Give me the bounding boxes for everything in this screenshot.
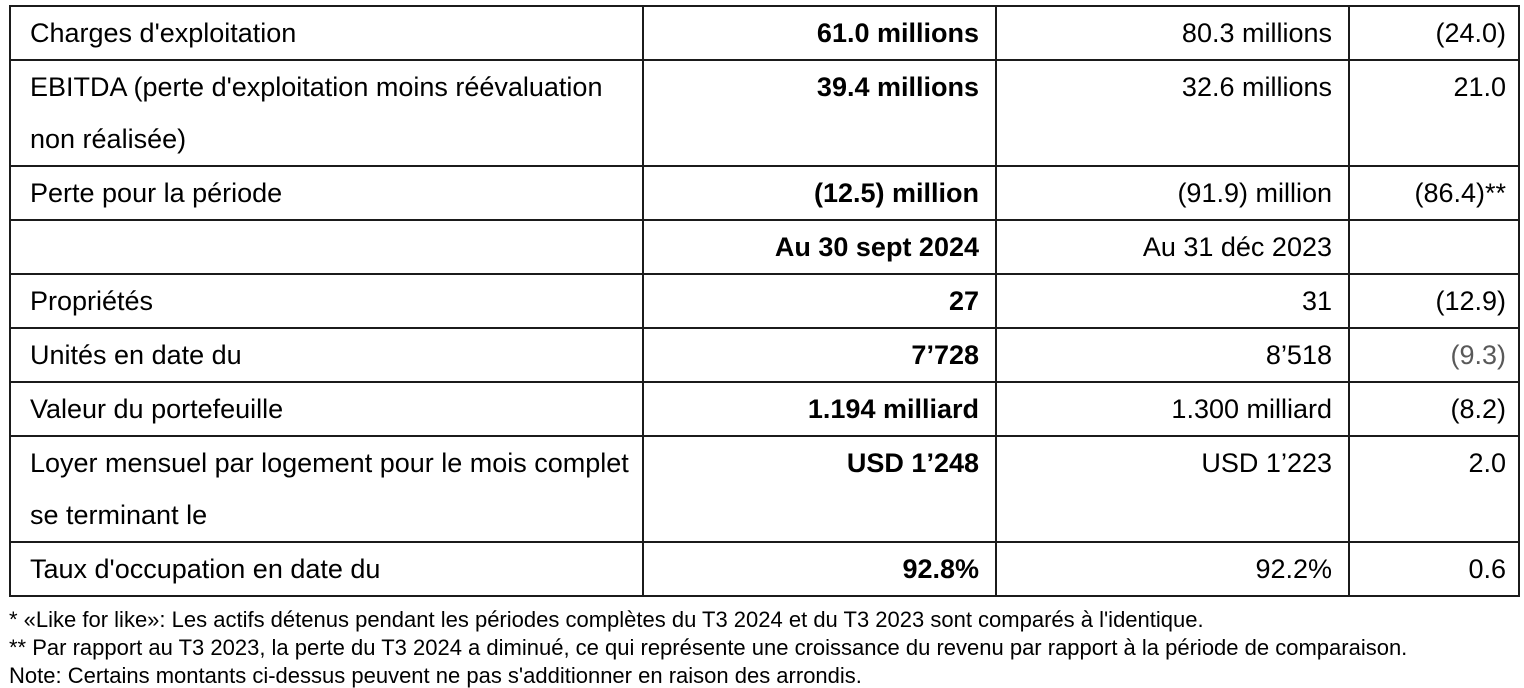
table-row-period-header: Au 30 sept 2024 Au 31 déc 2023 [9,219,1520,275]
current-period-value: 61.0 millions [642,5,997,61]
current-period-header: Au 30 sept 2024 [642,219,997,275]
footnote-rounding-note: Note: Certains montants ci-dessus peuven… [9,663,862,688]
table-row-taux-occupation: Taux d'occupation en date du 92.8% 92.2%… [9,541,1520,597]
metric-label [9,219,644,275]
current-period-value: 39.4 millions [642,59,997,167]
metric-label: EBITDA (perte d'exploitation moins rééva… [9,59,644,167]
metric-label: Valeur du portefeuille [9,381,644,437]
metric-label: Perte pour la période [9,165,644,221]
change-value: (9.3) [1348,327,1520,383]
prior-period-value: 31 [995,273,1350,329]
current-period-value: 1.194 milliard [642,381,997,437]
current-period-value: 27 [642,273,997,329]
metric-label: Taux d'occupation en date du [9,541,644,597]
table-row-proprietes: Propriétés 27 31 (12.9) [9,273,1520,329]
metric-label: Unités en date du [9,327,644,383]
financial-summary-table: Charges d'exploitation 61.0 millions 80.… [9,5,1520,597]
change-value: (8.2) [1348,381,1520,437]
prior-period-value: 8’518 [995,327,1350,383]
prior-period-value: (91.9) million [995,165,1350,221]
change-value: (24.0) [1348,5,1520,61]
change-value [1348,219,1520,275]
table-row-loyer-mensuel: Loyer mensuel par logement pour le mois … [9,435,1520,543]
footnote-like-for-like: * «Like for like»: Les actifs détenus pe… [9,607,1204,632]
prior-period-value: USD 1’223 [995,435,1350,543]
prior-period-value: 1.300 milliard [995,381,1350,437]
change-value: 0.6 [1348,541,1520,597]
change-value: (12.9) [1348,273,1520,329]
table-row-charges-exploitation: Charges d'exploitation 61.0 millions 80.… [9,5,1520,61]
change-value: 2.0 [1348,435,1520,543]
current-period-value: 92.8% [642,541,997,597]
prior-period-value: 80.3 millions [995,5,1350,61]
current-period-value: 7’728 [642,327,997,383]
table-row-unites: Unités en date du 7’728 8’518 (9.3) [9,327,1520,383]
footnote-loss-comparison: ** Par rapport au T3 2023, la perte du T… [9,635,1408,660]
prior-period-value: 92.2% [995,541,1350,597]
current-period-value: (12.5) million [642,165,997,221]
prior-period-value: 32.6 millions [995,59,1350,167]
metric-label: Propriétés [9,273,644,329]
change-value: (86.4)** [1348,165,1520,221]
change-value: 21.0 [1348,59,1520,167]
prior-period-header: Au 31 déc 2023 [995,219,1350,275]
current-period-value: USD 1’248 [642,435,997,543]
footnotes: * «Like for like»: Les actifs détenus pe… [9,606,1524,688]
table-row-valeur-portefeuille: Valeur du portefeuille 1.194 milliard 1.… [9,381,1520,437]
table-row-ebitda: EBITDA (perte d'exploitation moins rééva… [9,59,1520,167]
metric-label: Charges d'exploitation [9,5,644,61]
metric-label: Loyer mensuel par logement pour le mois … [9,435,644,543]
table-row-perte-periode: Perte pour la période (12.5) million (91… [9,165,1520,221]
